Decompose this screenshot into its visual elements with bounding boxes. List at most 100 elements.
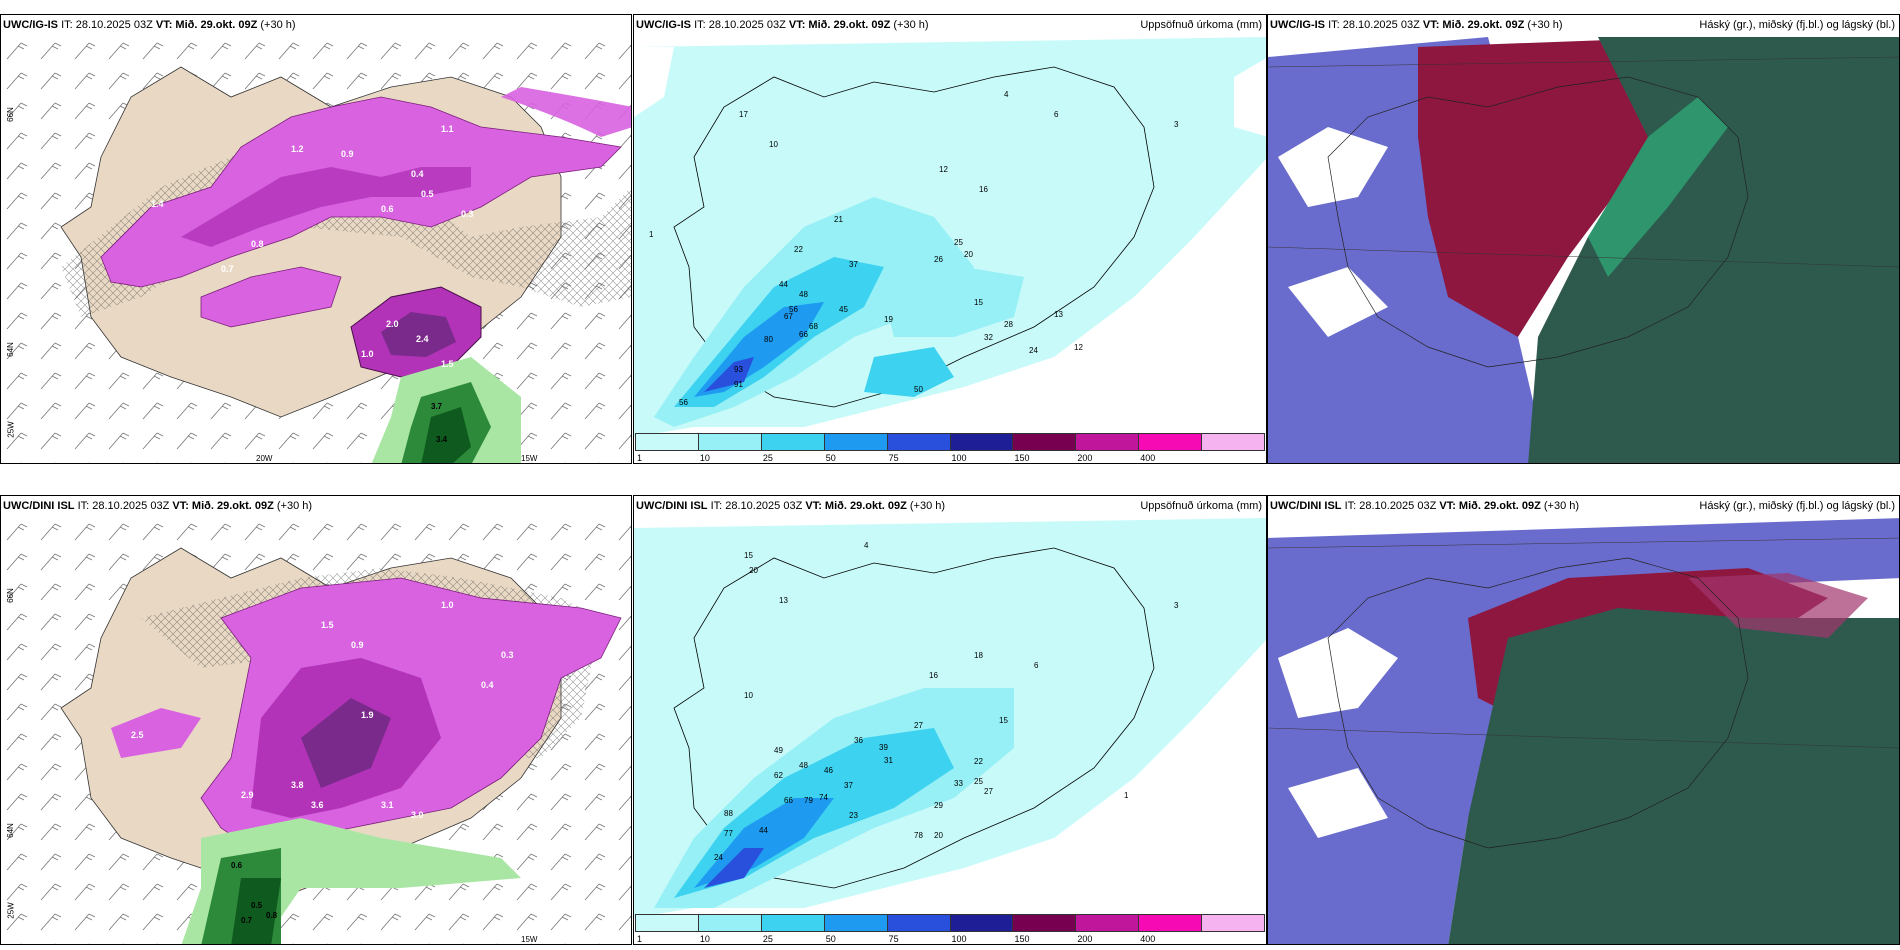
svg-text:45: 45 (839, 305, 848, 314)
svg-text:6: 6 (1054, 110, 1059, 119)
colorbar-segment: 100 (949, 914, 1013, 944)
lat-label: 64N (5, 823, 15, 838)
svg-text:0.7: 0.7 (241, 916, 253, 925)
panel-header: UWC/IG-IS IT: 28.10.2025 03Z VT: Mið. 29… (3, 19, 296, 31)
svg-text:12: 12 (1074, 343, 1083, 352)
svg-text:17: 17 (739, 110, 748, 119)
svg-text:32: 32 (984, 333, 993, 342)
svg-text:1: 1 (649, 230, 654, 239)
panel-top-middle-precipitation: UWC/IG-IS IT: 28.10.2025 03Z VT: Mið. 29… (633, 14, 1267, 464)
svg-text:26: 26 (934, 255, 943, 264)
panel-header: UWC/IG-IS IT: 28.10.2025 03Z VT: Mið. 29… (636, 19, 929, 31)
svg-text:28: 28 (1004, 320, 1013, 329)
colorbar-segment: 1 (635, 433, 698, 463)
svg-text:78: 78 (914, 831, 923, 840)
svg-text:67: 67 (784, 312, 793, 321)
svg-text:91: 91 (734, 380, 743, 389)
svg-text:48: 48 (799, 761, 808, 770)
colorbar: 1 10 25 50 75 100 150 200 400 (635, 433, 1266, 463)
svg-text:31: 31 (884, 756, 893, 765)
iceland-outline (1327, 557, 1749, 849)
svg-text:16: 16 (929, 671, 938, 680)
svg-text:13: 13 (1054, 310, 1063, 319)
colorbar-segment: 50 (823, 914, 887, 944)
panel-header: UWC/DINI ISL IT: 28.10.2025 03Z VT: Mið.… (1270, 500, 1580, 512)
svg-text:36: 36 (854, 736, 863, 745)
low-cloud-blue (1268, 518, 1899, 944)
colorbar-segment (1201, 914, 1266, 932)
cloud-map (1268, 37, 1899, 463)
svg-text:15: 15 (974, 298, 983, 307)
svg-text:10: 10 (769, 140, 778, 149)
high-cloud-green (1528, 37, 1899, 463)
lat-label: 66N (5, 107, 15, 122)
snow-band-south (200, 266, 342, 328)
svg-text:48: 48 (799, 290, 808, 299)
svg-text:62: 62 (774, 771, 783, 780)
colorbar-segment: 200 (1075, 433, 1139, 463)
colorbar-segment: 10 (697, 914, 761, 944)
svg-text:3: 3 (1174, 120, 1179, 129)
svg-text:3.1: 3.1 (381, 800, 394, 810)
iceland-outline (1327, 76, 1749, 368)
svg-text:0.9: 0.9 (351, 640, 364, 650)
svg-text:50: 50 (914, 385, 923, 394)
svg-text:13: 13 (779, 596, 788, 605)
svg-text:44: 44 (759, 826, 768, 835)
panel-header: UWC/IG-IS IT: 28.10.2025 03Z VT: Mið. 29… (1270, 19, 1563, 31)
svg-text:1.4: 1.4 (151, 199, 164, 209)
svg-text:46: 46 (824, 766, 833, 775)
svg-text:0.5: 0.5 (251, 901, 263, 910)
colorbar-segment: 400 (1138, 433, 1202, 463)
svg-text:74: 74 (819, 793, 828, 802)
svg-text:44: 44 (779, 280, 788, 289)
svg-text:18: 18 (974, 651, 983, 660)
svg-text:4: 4 (1004, 90, 1009, 99)
panel-header: UWC/DINI ISL IT: 28.10.2025 03Z VT: Mið.… (3, 500, 313, 512)
svg-text:21: 21 (834, 215, 843, 224)
svg-text:10: 10 (744, 691, 753, 700)
svg-text:1: 1 (1124, 791, 1129, 800)
svg-text:80: 80 (764, 335, 773, 344)
svg-text:22: 22 (974, 757, 983, 766)
svg-text:0.3: 0.3 (501, 650, 514, 660)
svg-text:0.9: 0.9 (341, 149, 354, 159)
svg-text:3.6: 3.6 (311, 800, 324, 810)
svg-text:3.8: 3.8 (291, 780, 304, 790)
panel-top-right-clouds: UWC/IG-IS IT: 28.10.2025 03Z VT: Mið. 29… (1267, 14, 1900, 464)
lon-label: 25W (6, 902, 16, 919)
svg-text:2.9: 2.9 (241, 790, 254, 800)
iceland-outline (673, 547, 1155, 889)
svg-text:49: 49 (774, 746, 783, 755)
colorbar-segment: 150 (1012, 433, 1076, 463)
svg-text:25: 25 (954, 238, 963, 247)
svg-text:25: 25 (974, 777, 983, 786)
svg-text:79: 79 (804, 796, 813, 805)
svg-text:27: 27 (914, 721, 923, 730)
svg-text:1.9: 1.9 (361, 710, 374, 720)
colorbar-segment (1201, 433, 1266, 451)
svg-text:37: 37 (849, 260, 858, 269)
svg-text:1.2: 1.2 (291, 144, 304, 154)
svg-text:24: 24 (714, 853, 723, 862)
svg-text:66: 66 (784, 796, 793, 805)
lat-label: 64N (5, 342, 15, 357)
svg-text:6: 6 (1034, 661, 1039, 670)
colorbar-segment: 75 (886, 433, 950, 463)
panel-bottom-middle-precipitation: UWC/DINI ISL IT: 28.10.2025 03Z VT: Mið.… (633, 495, 1267, 945)
svg-text:20: 20 (934, 831, 943, 840)
svg-text:93: 93 (734, 365, 743, 374)
panel-subtitle: Uppsöfnuð úrkoma (mm) (1140, 19, 1262, 31)
svg-text:2.0: 2.0 (386, 319, 399, 329)
svg-text:68: 68 (809, 322, 818, 331)
svg-text:0.5: 0.5 (421, 189, 434, 199)
colorbar-segment: 75 (886, 914, 950, 944)
svg-text:19: 19 (884, 315, 893, 324)
panel-subtitle: Háský (gr.), miðský (fj.bl.) og lágský (… (1699, 500, 1895, 512)
svg-text:4: 4 (864, 541, 869, 550)
svg-text:77: 77 (724, 829, 733, 838)
colorbar-segment: 50 (823, 433, 887, 463)
svg-text:3.4: 3.4 (436, 435, 448, 444)
colorbar: 1 10 25 50 75 100 150 200 400 (635, 914, 1266, 944)
svg-text:56: 56 (789, 305, 798, 314)
